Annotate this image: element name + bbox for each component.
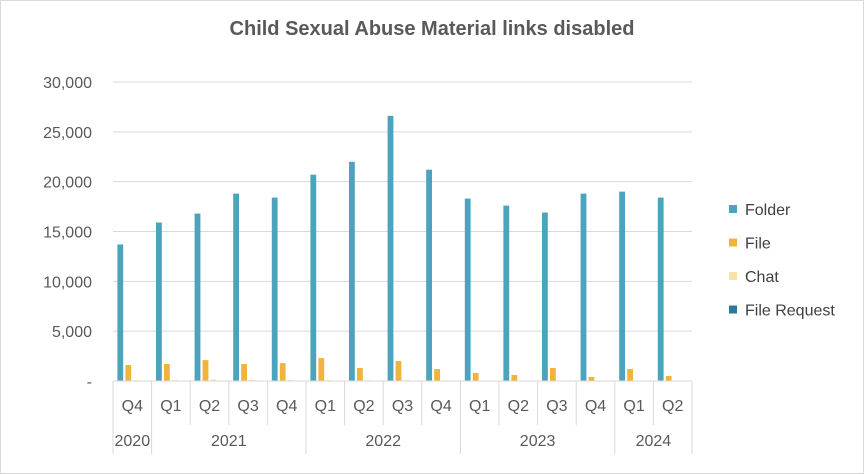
x-tick-label: Q2	[508, 398, 529, 415]
x-tick-label: Q2	[662, 398, 683, 415]
bar-folder	[349, 161, 355, 381]
legend[interactable]: Folder File Chat File Request	[729, 202, 835, 320]
bar-file	[357, 368, 363, 381]
bar-file	[511, 375, 518, 381]
x-tick-label: Q4	[276, 398, 297, 415]
y-tick-label: 25,000	[43, 125, 92, 142]
legend-swatch-chat	[729, 272, 737, 280]
x-year-label: 2021	[211, 433, 247, 450]
bar-file	[627, 369, 633, 381]
bar-file	[318, 358, 325, 381]
x-tick-label: Q1	[160, 398, 181, 415]
bar-folder	[580, 193, 587, 381]
legend-label-folder: Folder	[745, 202, 791, 219]
y-tick-label: -	[87, 374, 92, 391]
bar-folder	[619, 191, 625, 381]
y-tick-label: 5,000	[52, 324, 92, 341]
bar-file	[164, 364, 170, 381]
bar-folder	[464, 198, 471, 381]
bar-chat	[210, 379, 217, 381]
bar-file	[202, 360, 209, 381]
bar-folder	[387, 115, 394, 382]
bar-folder	[271, 197, 278, 381]
x-tick-label: Q1	[315, 398, 336, 415]
bar-file	[588, 377, 595, 381]
bar-file	[472, 373, 479, 381]
bar-folder	[194, 213, 201, 381]
legend-swatch-file	[729, 238, 737, 247]
bar-folder	[657, 197, 664, 381]
x-tick-label: Q3	[237, 398, 258, 415]
x-tick-label: Q4	[122, 398, 143, 415]
y-tick-label: 15,000	[43, 225, 92, 242]
legend-label-file: File	[745, 236, 771, 253]
bar-folder	[542, 212, 548, 381]
x-tick-label: Q3	[546, 398, 567, 415]
bar-folder	[426, 169, 432, 381]
legend-swatch-file-request	[729, 305, 737, 314]
y-tick-label: 20,000	[43, 175, 92, 192]
bar-folder	[117, 244, 124, 381]
legend-swatch-folder	[729, 205, 737, 213]
chart-title: Child Sexual Abuse Material links disabl…	[229, 18, 635, 40]
bar-folder	[310, 174, 317, 381]
gridlines	[113, 81, 692, 332]
bars	[117, 115, 688, 382]
y-tick-label: 30,000	[43, 75, 92, 92]
legend-label-chat: Chat	[745, 269, 779, 286]
bar-file	[395, 361, 402, 381]
x-tick-label: Q2	[353, 398, 374, 415]
axes: - 5,000 10,000 15,000 20,000 25,000 30,000 Q4 Q1…	[43, 75, 693, 454]
x-tick-label: Q2	[199, 398, 220, 415]
x-tick-label: Q1	[469, 398, 490, 415]
x-year-label: 2020	[115, 433, 151, 450]
x-tick-label: Q4	[430, 398, 451, 415]
bar-file	[125, 365, 132, 381]
x-tick-label: Q3	[392, 398, 413, 415]
bar-file	[550, 368, 556, 381]
bar-file	[665, 376, 672, 381]
bar-folder	[156, 222, 162, 381]
bar-file	[241, 364, 247, 381]
x-tick-label: Q4	[585, 398, 606, 415]
y-tick-label: 10,000	[43, 274, 92, 291]
x-tick-label: Q1	[623, 398, 644, 415]
x-year-label: 2023	[520, 433, 556, 450]
bar-folder	[233, 193, 239, 381]
x-year-label: 2024	[636, 433, 672, 450]
bar-file	[279, 363, 286, 381]
bar-file	[434, 369, 440, 381]
x-year-label: 2022	[365, 433, 401, 450]
bar-folder	[503, 205, 510, 381]
legend-label-file-request: File Request	[745, 303, 835, 320]
